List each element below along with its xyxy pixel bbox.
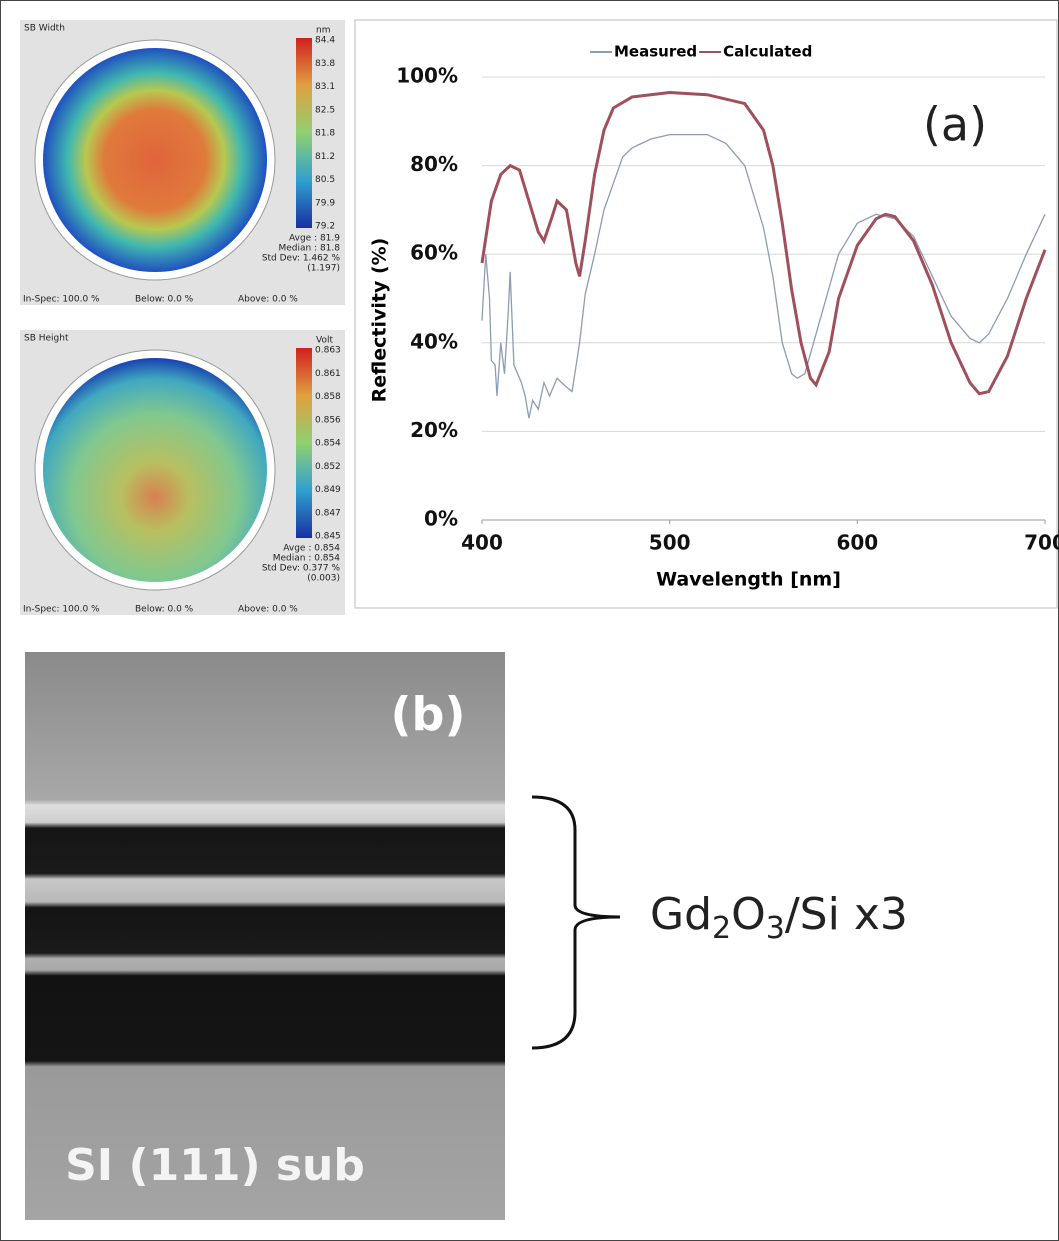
scale-label: 79.9 (315, 198, 335, 208)
map-title: SB Width (24, 24, 65, 34)
scale-label: 80.5 (315, 175, 335, 185)
scale-label: 0.861 (315, 369, 341, 379)
y-tick-label: 80% (410, 152, 458, 176)
text-part: Gd (650, 889, 712, 940)
x-tick-label: 500 (649, 531, 691, 555)
y-tick-label: 60% (410, 241, 458, 265)
substrate-label: SI (111) sub (65, 1140, 365, 1191)
scale-label: 83.8 (315, 59, 335, 69)
scale-label: 0.854 (315, 439, 341, 449)
layers-label: Gd2O3/Si x3 (650, 889, 908, 946)
y-tick-label: 0% (424, 507, 458, 531)
tem-image (25, 652, 505, 1220)
footer-stat: In-Spec: 100.0 % (23, 295, 100, 305)
footer-stat: Below: 0.0 % (135, 605, 194, 615)
chart-panel (354, 19, 1058, 609)
x-axis-label: Wavelength [nm] (656, 569, 841, 591)
annotation: (a) (923, 98, 987, 152)
stat: (0.003) (307, 574, 340, 584)
stat: Avge : 81.9 (289, 234, 340, 244)
y-tick-label: 100% (396, 64, 458, 88)
text-part: O (731, 889, 766, 940)
scale-label: 0.845 (315, 532, 341, 542)
wafer-map (43, 358, 267, 582)
bracket (531, 795, 621, 1050)
scale-label: 82.5 (315, 105, 335, 115)
scale-label: 81.8 (315, 129, 335, 139)
stat: Std Dev: 1.462 % (262, 254, 341, 264)
stat: Median : 81.8 (278, 244, 340, 254)
unit-label: Volt (316, 336, 333, 346)
stat: Std Dev: 0.377 % (262, 564, 341, 574)
scale-label: 0.858 (315, 392, 341, 402)
x-tick-label: 600 (836, 531, 878, 555)
stat: (1.197) (307, 264, 340, 274)
scale-label: 83.1 (315, 82, 335, 92)
y-axis-label: Reflectivity (%) (369, 238, 391, 403)
unit-label: nm (316, 26, 330, 36)
scale-label: 81.2 (315, 152, 335, 162)
scale-label: 0.849 (315, 485, 341, 495)
y-tick-label: 40% (410, 329, 458, 353)
scale-label: 0.852 (315, 462, 341, 472)
y-tick-label: 20% (410, 418, 458, 442)
footer-stat: Below: 0.0 % (135, 295, 194, 305)
color-bar (296, 38, 312, 228)
scale-label: 0.863 (315, 346, 341, 356)
legend-label: Calculated (723, 43, 812, 61)
scale-label: 0.847 (315, 508, 341, 518)
x-tick-label: 400 (461, 531, 503, 555)
stat: Avge : 0.854 (283, 544, 340, 554)
stat: Median : 0.854 (273, 554, 341, 564)
text-part: /Si x3 (785, 889, 908, 940)
panel-label: (b) (391, 688, 466, 742)
series-line (480, 90, 1047, 396)
footer-stat: Above: 0.0 % (238, 295, 298, 305)
scale-label: 0.856 (315, 415, 341, 425)
scale-label: 79.2 (315, 222, 335, 232)
x-tick-label: 700 (1024, 531, 1059, 555)
subscript: 3 (766, 911, 785, 946)
footer-stat: In-Spec: 100.0 % (23, 605, 100, 615)
subscript: 2 (712, 911, 731, 946)
scale-label: 84.4 (315, 36, 335, 46)
wafer-map (43, 48, 267, 272)
footer-stat: Above: 0.0 % (238, 605, 298, 615)
map-title: SB Height (24, 334, 69, 344)
color-bar (296, 348, 312, 538)
legend-label: Measured (614, 43, 697, 61)
